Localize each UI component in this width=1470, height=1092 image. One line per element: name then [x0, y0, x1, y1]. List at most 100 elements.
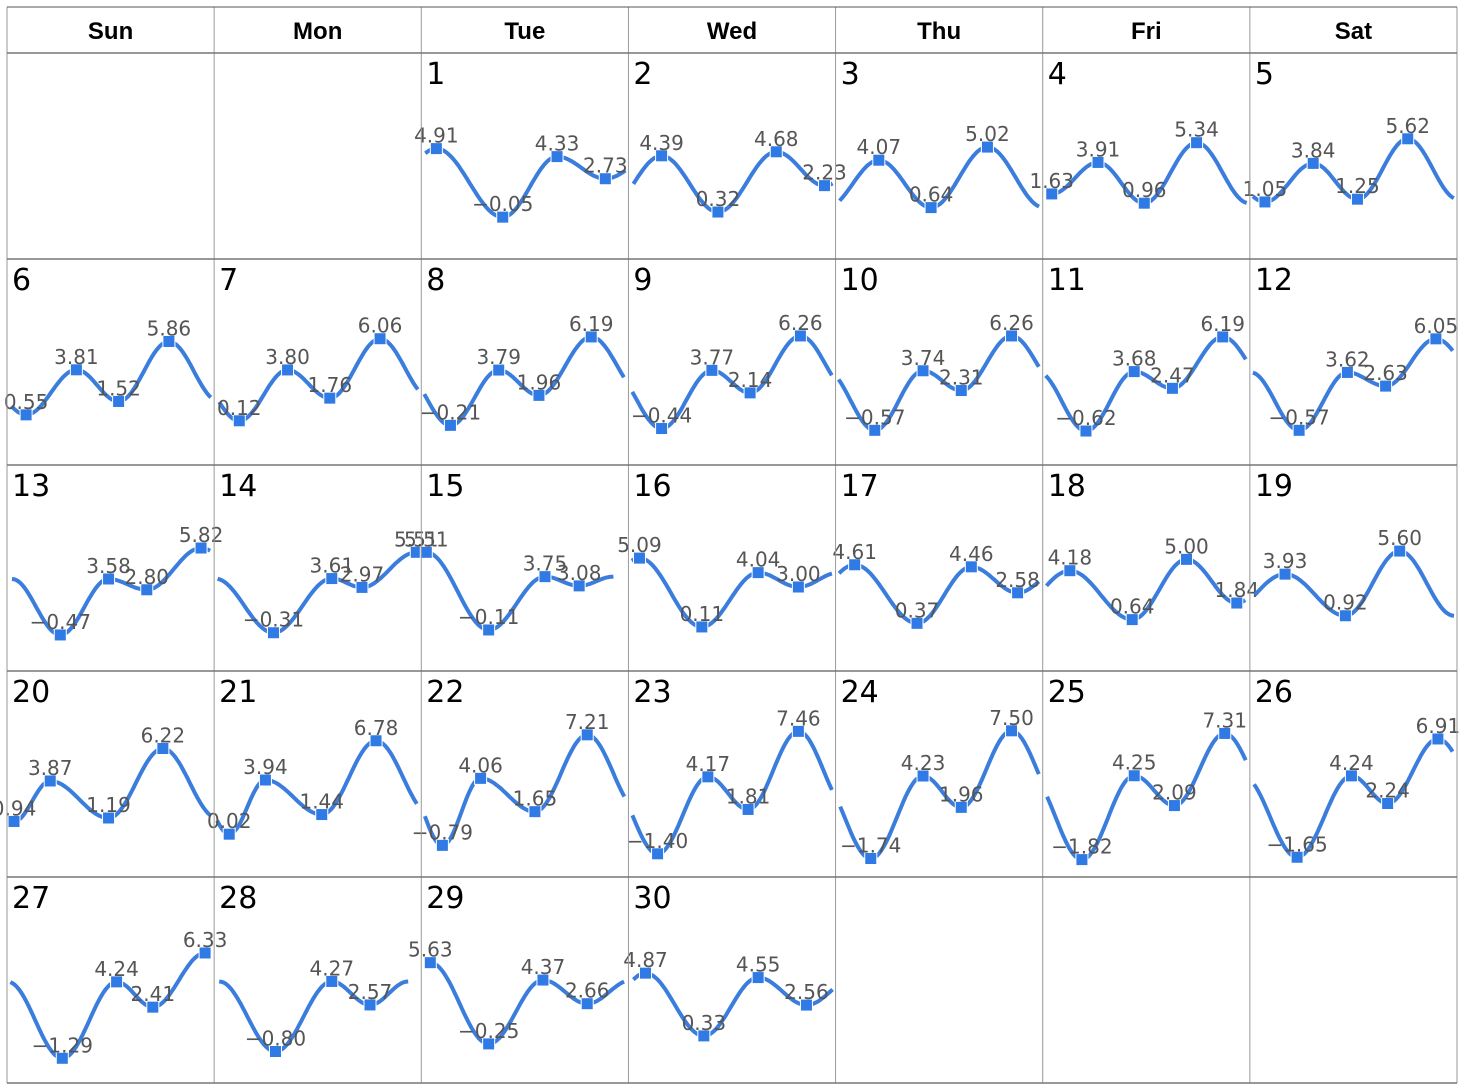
series-line: [1045, 557, 1247, 622]
data-label: 1.84: [1215, 578, 1260, 602]
data-label: 3.75: [523, 552, 568, 576]
data-label: 3.80: [265, 345, 310, 369]
data-point: [769, 145, 783, 159]
day-number: 9: [633, 263, 652, 298]
data-label: 6.06: [358, 314, 403, 338]
data-point: [1338, 609, 1352, 623]
data-point: [538, 570, 552, 584]
data-label: 6.19: [1200, 312, 1245, 336]
day-number: 30: [633, 881, 671, 916]
data-label: 4.87: [623, 948, 668, 972]
data-point: [1381, 797, 1395, 811]
day-number: 29: [426, 881, 464, 916]
data-label: 3.62: [1325, 347, 1370, 371]
data-point: [584, 330, 598, 344]
day-number: 10: [841, 263, 879, 298]
data-label: 3.58: [86, 554, 131, 578]
data-point: [1045, 187, 1059, 201]
data-point: [701, 770, 715, 784]
data-point: [369, 734, 383, 748]
data-label: 4.06: [458, 753, 503, 777]
data-point: [482, 623, 496, 637]
data-point: [1306, 156, 1320, 170]
data-label: 4.39: [639, 131, 684, 155]
data-point: [791, 724, 805, 738]
data-label: 3.00: [776, 562, 821, 586]
data-label: 1.25: [1335, 174, 1380, 198]
data-point: [363, 998, 377, 1012]
data-label: 2.23: [802, 161, 847, 185]
series-line: [837, 562, 1041, 626]
data-point: [532, 388, 546, 402]
data-label: 0.64: [1110, 595, 1155, 619]
day-number: 17: [841, 469, 879, 504]
day-number: 26: [1255, 675, 1293, 710]
data-point: [19, 408, 33, 422]
data-point: [751, 971, 765, 985]
day-number: 8: [426, 263, 445, 298]
data-label: 0.33: [682, 1011, 727, 1035]
day-number: 22: [426, 675, 464, 710]
day-number: 14: [219, 469, 257, 504]
data-point: [550, 150, 564, 164]
data-point: [1216, 330, 1230, 344]
data-label: −1.65: [1266, 832, 1327, 856]
day-number: 3: [841, 57, 860, 92]
day-number: 18: [1048, 469, 1086, 504]
data-point: [1165, 381, 1179, 395]
day-number: 15: [426, 469, 464, 504]
data-point: [916, 364, 930, 378]
data-point: [536, 973, 550, 987]
weekday-header: Wed: [707, 18, 757, 45]
data-label: 3.84: [1291, 138, 1336, 162]
data-label: 5.62: [1385, 114, 1430, 138]
series-line: [1251, 136, 1455, 204]
data-point: [1075, 853, 1089, 867]
series-line: [630, 556, 833, 629]
data-point: [222, 827, 236, 841]
data-label: 5.60: [1377, 526, 1422, 550]
data-label: 3.93: [1263, 549, 1308, 573]
data-label: 6.19: [569, 312, 614, 336]
data-label: 2.97: [340, 562, 385, 586]
data-label: 0.12: [217, 396, 262, 420]
data-point: [198, 946, 212, 960]
data-point: [53, 628, 67, 642]
data-label: −1.40: [627, 829, 688, 853]
day-number: 1: [426, 57, 445, 92]
data-point: [639, 966, 653, 980]
day-number: 24: [841, 675, 879, 710]
day-number: 16: [633, 469, 671, 504]
data-label: −0.05: [472, 192, 533, 216]
data-point: [146, 1000, 160, 1014]
data-point: [864, 851, 878, 865]
data-point: [743, 386, 757, 400]
day-number: 27: [12, 881, 50, 916]
data-label: 5.02: [965, 122, 1010, 146]
data-point: [435, 838, 449, 852]
data-point: [868, 423, 882, 437]
data-point: [980, 140, 994, 154]
data-label: 7.31: [1202, 708, 1247, 732]
day-number: 23: [633, 675, 671, 710]
data-label: 3.91: [1076, 137, 1121, 161]
day-number: 25: [1048, 675, 1086, 710]
data-point: [496, 210, 510, 224]
day-number: 28: [219, 881, 257, 916]
data-label: 0.37: [895, 598, 940, 622]
data-label: 1.05: [1243, 177, 1288, 201]
data-label: 2.09: [1152, 781, 1197, 805]
data-point: [1011, 586, 1025, 600]
data-label: 3.74: [901, 346, 946, 370]
data-label: −0.21: [420, 400, 481, 424]
series-line: [1252, 336, 1455, 433]
data-point: [964, 560, 978, 574]
series-line: [424, 146, 627, 220]
data-label: 3.77: [690, 345, 735, 369]
data-point: [1005, 724, 1019, 738]
data-label: 1.19: [86, 793, 131, 817]
data-label: 6.78: [354, 716, 399, 740]
data-point: [1125, 613, 1139, 627]
data-label: −0.44: [631, 404, 692, 428]
